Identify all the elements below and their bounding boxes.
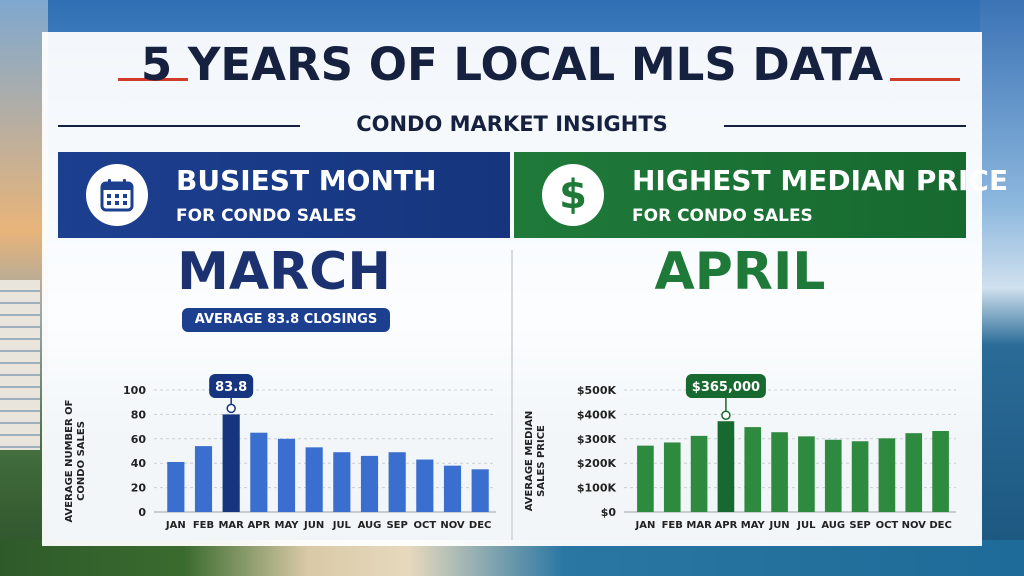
x-tick-label: MAY xyxy=(741,520,766,531)
x-tick-label: JUL xyxy=(796,520,816,531)
y-axis-label-line: AVERAGE NUMBER OF xyxy=(64,400,75,523)
background-beach xyxy=(0,540,1024,576)
callout-value: $365,000 xyxy=(692,380,760,395)
average-closings-badge: AVERAGE 83.8 CLOSINGS xyxy=(182,308,390,332)
x-tick-label: AUG xyxy=(821,520,845,531)
bar-nov xyxy=(443,465,462,512)
bar-jan xyxy=(167,461,185,512)
callout-marker xyxy=(721,410,731,420)
banner-subtitle: FOR CONDO SALES xyxy=(632,206,813,226)
bar-sep xyxy=(851,441,869,512)
banner-subtitle: FOR CONDO SALES xyxy=(176,206,357,226)
bar-mar xyxy=(222,414,240,512)
subtitle-rule-right xyxy=(724,125,966,127)
bar-sep xyxy=(388,452,406,512)
x-tick-label: JUN xyxy=(768,520,789,531)
x-tick-label: SEP xyxy=(849,520,870,531)
y-tick-label: 20 xyxy=(131,482,147,495)
y-tick-label: $400K xyxy=(577,408,617,421)
title-accent-right xyxy=(890,78,960,81)
condo-tower-image xyxy=(0,280,40,450)
page-title: 5 YEARS OF LOCAL MLS DATA xyxy=(140,38,884,91)
x-tick-label: JUN xyxy=(303,520,324,531)
y-axis-label-line: SALES PRICE xyxy=(536,425,547,497)
y-axis-label: AVERAGE MEDIAN SALES PRICE xyxy=(524,411,547,512)
busiest-month-value: MARCH xyxy=(177,242,391,302)
y-tick-label: 60 xyxy=(131,433,147,446)
background-right-ocean xyxy=(980,0,1024,576)
title-accent-left xyxy=(118,78,188,81)
bar-feb xyxy=(194,446,213,512)
y-tick-label: $200K xyxy=(577,457,617,470)
y-tick-label: $500K xyxy=(577,384,617,397)
x-tick-label: JAN xyxy=(165,520,186,531)
page-subtitle: CONDO MARKET INSIGHTS xyxy=(356,112,668,136)
x-tick-label: FEB xyxy=(662,520,683,531)
x-tick-label: DEC xyxy=(929,520,951,531)
x-tick-label: MAR xyxy=(218,520,244,531)
bar-oct xyxy=(878,438,896,512)
y-tick-label: 100 xyxy=(123,384,146,397)
x-tick-label: DEC xyxy=(469,520,491,531)
y-tick-label: $0 xyxy=(601,506,617,519)
median-price-chart: $0 $100K $200K $300K $400K $500K AVERAGE MEDIA… xyxy=(524,374,956,531)
y-tick-label: 0 xyxy=(138,506,146,519)
bar-jul xyxy=(333,452,351,512)
y-tick-label: $100K xyxy=(577,482,617,495)
infographic-panel: 5 YEARS OF LOCAL MLS DATA CONDO MARKET I… xyxy=(42,32,1008,546)
monthly-sales-chart: 0 20 40 60 80 100 AVERAGE NUMBER OF CONDO SALES… xyxy=(64,374,496,531)
x-tick-label: NOV xyxy=(902,520,927,531)
banner-title: BUSIEST MONTH xyxy=(176,164,437,197)
bar-may xyxy=(744,427,762,512)
y-tick-label: 80 xyxy=(131,408,147,421)
bar-apr xyxy=(717,421,735,512)
subtitle-rule-left xyxy=(58,125,300,127)
x-tick-label: OCT xyxy=(876,520,899,531)
x-tick-label: JUL xyxy=(332,520,352,531)
section-divider xyxy=(511,250,513,540)
y-axis-label-line: CONDO SALES xyxy=(76,421,87,501)
x-tick-label: APR xyxy=(715,520,738,531)
bar-oct xyxy=(416,459,434,512)
bar-mar xyxy=(690,435,708,512)
highest-price-month-value: APRIL xyxy=(654,242,826,302)
bar-jul xyxy=(798,436,815,512)
dollar-icon: $ xyxy=(542,164,604,226)
x-tick-label: MAY xyxy=(275,520,300,531)
x-tick-label: MAR xyxy=(686,520,712,531)
y-tick-label: $300K xyxy=(577,433,617,446)
calendar-icon xyxy=(86,164,148,226)
x-tick-label: JAN xyxy=(634,520,655,531)
callout-box xyxy=(209,374,254,398)
highest-price-banner: $ HIGHEST MEDIAN PRICE FOR CONDO SALES xyxy=(514,152,1008,238)
callout-marker xyxy=(226,403,236,414)
callout-value: 83.8 xyxy=(215,380,247,395)
bar-dec xyxy=(471,469,489,512)
x-tick-label: NOV xyxy=(440,520,465,531)
bar-jun xyxy=(771,432,788,512)
banner-title: HIGHEST MEDIAN PRICE xyxy=(632,164,1009,197)
bar-apr xyxy=(250,432,268,512)
bar-aug xyxy=(360,455,379,512)
bar-feb xyxy=(663,442,681,512)
x-tick-label: SEP xyxy=(386,520,407,531)
x-tick-label: FEB xyxy=(193,520,214,531)
bar-may xyxy=(277,438,296,512)
bar-jun xyxy=(305,447,323,512)
x-tick-label: APR xyxy=(247,520,270,531)
bar-dec xyxy=(932,430,949,512)
x-tick-label: OCT xyxy=(413,520,436,531)
callout-box xyxy=(685,374,766,398)
y-axis-label: AVERAGE NUMBER OF CONDO SALES xyxy=(64,400,87,523)
y-axis-label-line: AVERAGE MEDIAN xyxy=(524,411,535,512)
busiest-month-banner: BUSIEST MONTH FOR CONDO SALES xyxy=(58,152,510,238)
bar-aug xyxy=(824,439,842,512)
x-tick-label: AUG xyxy=(358,520,382,531)
y-tick-label: 40 xyxy=(131,457,147,470)
bar-jan xyxy=(637,445,654,512)
background-left-scenery xyxy=(0,0,48,576)
bar-nov xyxy=(905,433,923,512)
